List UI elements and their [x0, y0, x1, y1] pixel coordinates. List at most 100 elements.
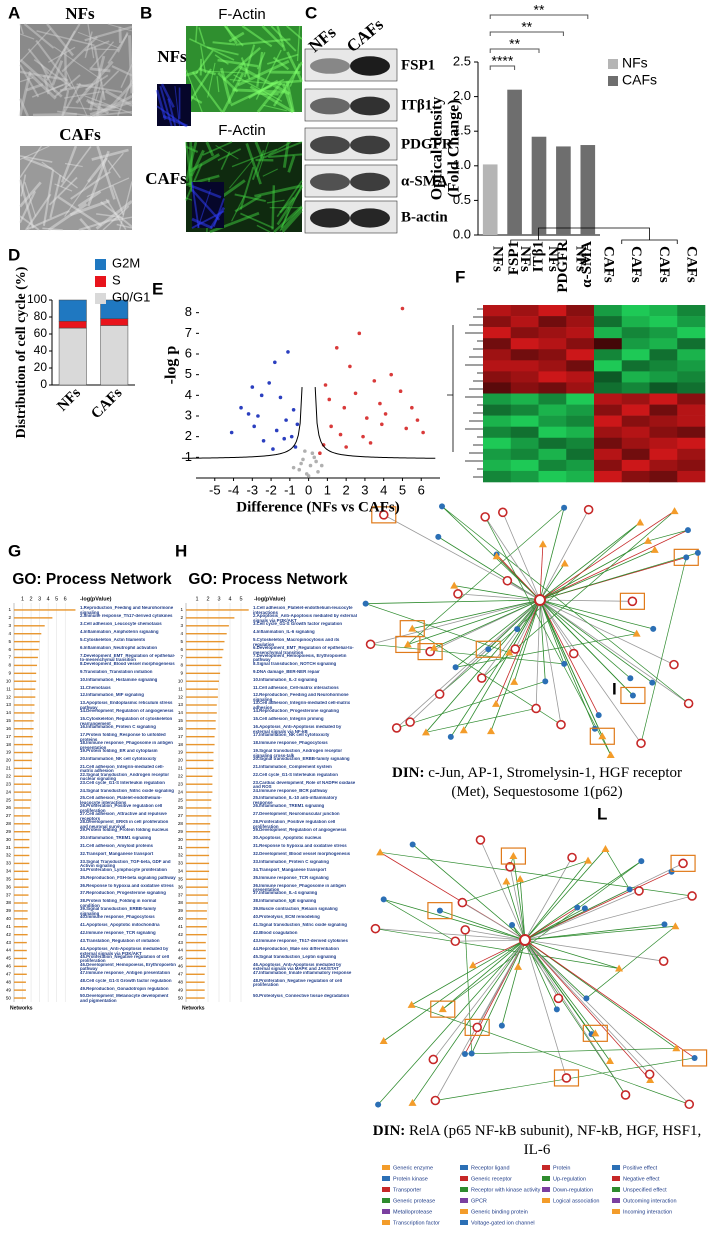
- edge: [480, 839, 526, 941]
- heat-cell: [649, 470, 678, 483]
- bar: [186, 965, 206, 968]
- category-name: 48.Proliferation_Negative regulation of …: [253, 978, 343, 988]
- bar: [186, 664, 222, 667]
- blot-band: [310, 136, 350, 154]
- heat-cell: [621, 459, 650, 472]
- bar-segment: [100, 325, 129, 386]
- edge: [539, 510, 675, 601]
- y-tick-label: 28: [178, 821, 184, 826]
- heat-cell: [538, 316, 567, 328]
- cell: [273, 205, 303, 233]
- bar: [14, 648, 39, 651]
- legend-swatch: [95, 259, 106, 270]
- edge: [375, 928, 620, 969]
- cell: [263, 104, 287, 112]
- node: [492, 552, 501, 560]
- point: [329, 424, 333, 429]
- edge: [432, 939, 526, 1060]
- y-tick-label: 36: [178, 884, 184, 889]
- cell: [185, 69, 203, 113]
- cell: [206, 46, 239, 56]
- micrograph-label: CAFs: [59, 125, 101, 144]
- node: [502, 575, 513, 586]
- threshold-curve: [181, 387, 303, 459]
- category-name: 1.Cell adhesion_Platelet-endothelium-leu…: [253, 606, 353, 615]
- edge: [539, 599, 546, 682]
- category-name: 20.Inflammation_NK cell cytotoxicity: [80, 756, 157, 761]
- x-tick-label: 4: [228, 596, 231, 602]
- heat-cell: [510, 437, 539, 450]
- micrograph: [20, 24, 132, 116]
- category-name: 44.Reproduction_Male sex differentiation: [253, 946, 339, 951]
- node: [505, 862, 515, 872]
- edge: [396, 681, 546, 729]
- heat-cell: [594, 426, 623, 439]
- bar: [14, 831, 31, 833]
- bar: [14, 783, 32, 785]
- node-box: [673, 548, 699, 566]
- y-tick-label: 3: [185, 407, 192, 422]
- node: [472, 1022, 482, 1033]
- y-tick-label: 34: [6, 869, 12, 874]
- cell: [20, 174, 27, 197]
- cell: [159, 85, 173, 127]
- bar-segment: [58, 327, 87, 386]
- cell: [241, 25, 273, 48]
- y-tick-label: 26: [178, 805, 184, 810]
- legend-icon: [460, 1176, 468, 1181]
- y-tick-label: 20: [34, 360, 48, 374]
- column-label: NFs: [517, 246, 533, 272]
- edge: [439, 910, 526, 941]
- edge: [490, 599, 541, 732]
- category-name: 17.Inflammation_NK cell cytotoxicity: [253, 733, 330, 738]
- edge: [539, 599, 637, 635]
- legend-label: G0/G1: [112, 289, 150, 304]
- edge: [484, 516, 612, 756]
- edge: [370, 643, 565, 665]
- heat-cell: [677, 426, 706, 439]
- legend-swatch: [95, 276, 106, 287]
- category-name: 42.Blood coagulation: [253, 931, 298, 936]
- edge: [407, 599, 541, 645]
- bar: [14, 815, 31, 817]
- y-tick-label: 1: [185, 449, 192, 464]
- category-name: 40.Proteolysis_ECM remodeling: [253, 915, 320, 920]
- category-name: 4.Inflammation_Amphoterin signaling: [80, 630, 159, 635]
- heat-cell: [649, 316, 678, 328]
- edge: [511, 924, 626, 1096]
- y-tick-label: 31: [6, 845, 12, 850]
- cell: [116, 79, 133, 116]
- hub: [534, 594, 546, 606]
- cell: [70, 170, 111, 200]
- node: [468, 1050, 475, 1057]
- y-tick-label: 42: [6, 932, 12, 937]
- cell: [19, 76, 34, 83]
- y-tick-label: 45: [178, 956, 184, 961]
- category-name: 26.Proliferation_Positive regulation cel…: [80, 804, 163, 813]
- category-name: 24.Immune response_BCR pathway: [253, 788, 328, 793]
- heat-cell: [594, 437, 623, 450]
- bar: [14, 933, 28, 936]
- cell: [46, 23, 75, 57]
- heat-cell: [594, 360, 623, 372]
- bar: [186, 933, 207, 936]
- heat-cell: [483, 415, 512, 427]
- category-name: 16.Apoptosis_Anti-Apoptosis mediated by …: [253, 725, 342, 734]
- node: [606, 750, 615, 758]
- decoration: [18, 23, 708, 1225]
- node-box: [589, 727, 615, 745]
- heat-cell: [594, 382, 623, 394]
- x-tick-label: 0: [305, 482, 312, 497]
- category-name: 41.Signal transduction_Nitric oxide sign…: [253, 923, 347, 928]
- cell: [88, 55, 106, 111]
- heat-cell: [649, 371, 678, 383]
- bar: [186, 862, 210, 865]
- heat-cell: [483, 371, 512, 383]
- node: [601, 845, 610, 853]
- bar: [186, 617, 235, 619]
- node: [567, 852, 577, 863]
- cell: [23, 23, 55, 49]
- cell: [95, 199, 133, 230]
- node-box: [430, 1000, 456, 1018]
- node: [438, 1005, 447, 1013]
